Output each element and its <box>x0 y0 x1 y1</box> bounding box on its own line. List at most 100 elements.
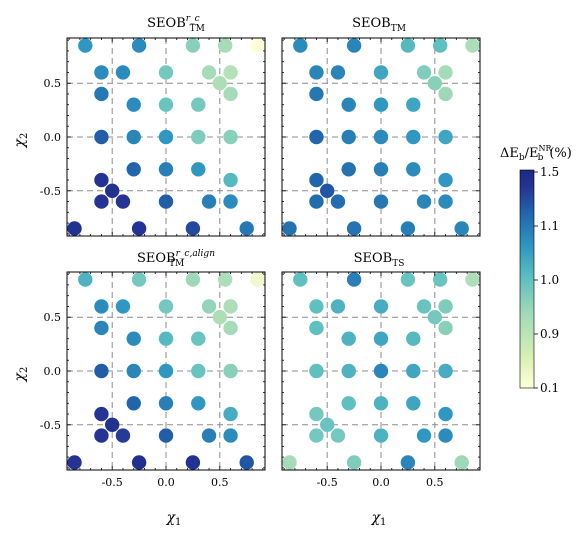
scatter-point <box>158 396 174 411</box>
scatter-point <box>309 86 324 102</box>
scatter-point <box>115 299 131 314</box>
colorbar-tick-label: 1.5 <box>540 165 559 179</box>
scatter-points <box>67 38 265 236</box>
panel-title: SEOBr_c,align TM <box>137 249 215 269</box>
scatter-point <box>309 299 324 314</box>
scatter-point <box>94 428 109 443</box>
scatter-point <box>250 272 265 287</box>
scatter-point <box>201 65 217 80</box>
scatter-point <box>131 272 147 287</box>
scatter-point <box>212 309 228 325</box>
panel-seob-rc-tm: SEOBr_c TM 0.5 0.0 -0.5 <box>40 14 266 237</box>
colorbar-ticks: 1.5 1.1 1.0 0.9 0.1 <box>534 165 559 395</box>
scatter-point <box>158 194 174 209</box>
scatter-point <box>438 406 453 422</box>
scatter-point <box>94 194 109 209</box>
scatter-point <box>126 363 141 379</box>
scatter-point <box>223 65 238 80</box>
axis-ticks: 0.5 0.0 -0.5 <box>40 38 265 236</box>
panel-seob-tm: SEOBTM <box>281 16 481 237</box>
scatter-point <box>212 75 228 91</box>
scatter-point <box>158 331 174 346</box>
scatter-point <box>223 86 238 102</box>
scatter-point <box>373 194 389 209</box>
scatter-point <box>223 406 238 422</box>
scatter-point <box>309 172 324 188</box>
scatter-point <box>158 162 174 177</box>
scatter-point <box>191 97 206 112</box>
scatter-point <box>330 428 346 443</box>
scatter-point <box>309 320 324 336</box>
scatter-point <box>438 194 453 209</box>
scatter-point <box>67 221 82 236</box>
scatter-point <box>438 65 453 80</box>
scatter-point <box>438 363 453 379</box>
scatter-point <box>158 428 174 443</box>
scatter-point <box>341 97 356 112</box>
panel-title: SEOBTM <box>352 16 406 34</box>
scatter-point <box>406 331 421 346</box>
y-tick-label: 0.0 <box>44 131 62 144</box>
scatter-point <box>341 129 356 145</box>
scatter-point <box>185 38 201 53</box>
scatter-point <box>250 38 265 53</box>
scatter-point <box>309 129 324 145</box>
scatter-point <box>465 38 480 53</box>
scatter-point <box>282 455 297 470</box>
scatter-point <box>191 396 206 411</box>
scatter-point <box>131 221 147 236</box>
scatter-point <box>223 299 238 314</box>
scatter-point <box>115 65 131 80</box>
scatter-point <box>341 396 356 411</box>
scatter-point <box>201 299 217 314</box>
scatter-point <box>94 129 109 145</box>
scatter-point <box>438 86 453 102</box>
scatter-point <box>416 299 432 314</box>
scatter-point <box>201 428 217 443</box>
scatter-point <box>416 65 432 80</box>
scatter-point <box>158 129 174 145</box>
scatter-points <box>67 272 265 470</box>
scatter-point <box>373 396 389 411</box>
x-axis-label-left: χ1 <box>166 510 182 528</box>
scatter-point <box>427 75 443 91</box>
scatter-point <box>94 172 109 188</box>
x-tick-label: 0.5 <box>211 476 229 489</box>
panel-seob-rc-align-tm: SEOBr_c,align TM 0.5 0.0 -0.5 -0.5 0.0 0.5 <box>40 249 266 489</box>
scatter-point <box>373 65 389 80</box>
scatter-point <box>309 363 324 379</box>
scatter-point <box>223 172 238 188</box>
scatter-point <box>191 363 206 379</box>
scatter-point <box>406 97 421 112</box>
scatter-point <box>223 428 238 443</box>
scatter-point <box>104 183 120 199</box>
scatter-point <box>416 194 432 209</box>
scatter-point <box>432 272 448 287</box>
scatter-point <box>104 417 120 433</box>
scatter-point <box>94 363 109 379</box>
scatter-point <box>432 38 448 53</box>
scatter-point <box>191 331 206 346</box>
scatter-point <box>341 363 356 379</box>
y-tick-label: -0.5 <box>40 419 61 432</box>
scatter-point <box>115 194 131 209</box>
colorbar: ΔEb/ENR b (%) 1.5 1.1 1.0 0.9 0.1 <box>500 144 572 395</box>
scatter-point <box>131 455 147 470</box>
scatter-point <box>373 97 389 112</box>
panel-seob-ts: SEOBTS -0.5 0.0 0.5 <box>281 251 481 489</box>
colorbar-tick-label: 0.1 <box>540 381 559 395</box>
colorbar-title: ΔEb/ENR b (%) <box>500 144 572 163</box>
scatter-point <box>191 162 206 177</box>
scatter-point <box>131 38 147 53</box>
y-tick-label: 0.5 <box>44 77 62 90</box>
scatter-point <box>78 38 93 53</box>
scatter-point <box>373 129 389 145</box>
scatter-point <box>158 97 174 112</box>
scatter-point <box>185 221 201 236</box>
scatter-point <box>330 65 346 80</box>
colorbar-tick-label: 1.0 <box>540 273 559 287</box>
scatter-point <box>400 38 416 53</box>
scatter-point <box>309 428 324 443</box>
scatter-point <box>126 331 141 346</box>
colorbar-gradient <box>519 169 535 389</box>
